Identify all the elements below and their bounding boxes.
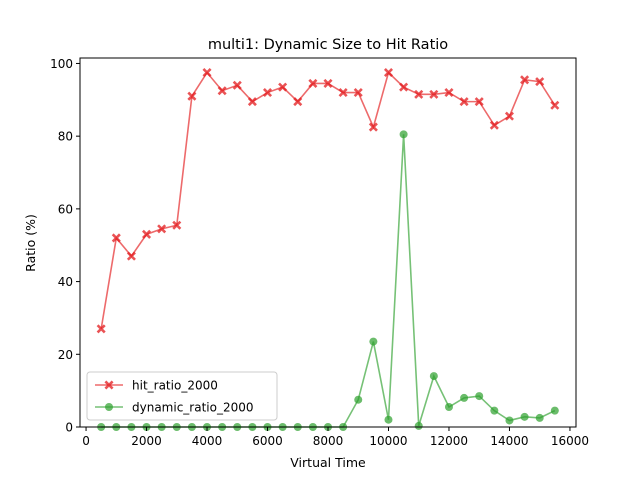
y-tick-label-60: 60 (58, 202, 73, 216)
data-point-hit_ratio_2000-8 (217, 86, 227, 96)
legend-marker-dynamic_ratio_2000 (105, 403, 113, 411)
legend-marker-hit_ratio_2000 (104, 380, 114, 390)
data-point-hit_ratio_2000-20 (399, 82, 409, 92)
data-point-hit_ratio_2000-23 (444, 88, 454, 98)
data-point-dynamic_ratio_2000-20 (399, 130, 408, 139)
data-point-hit_ratio_2000-5 (172, 220, 182, 230)
data-point-dynamic_ratio_2000-22 (429, 372, 438, 381)
y-tick-label-0: 0 (65, 421, 73, 435)
data-point-dynamic_ratio_2000-30 (550, 406, 559, 415)
data-point-dynamic_ratio_2000-23 (444, 403, 453, 412)
x-tick-label-4000: 4000 (192, 434, 223, 448)
x-tick-label-8000: 8000 (313, 434, 344, 448)
data-point-hit_ratio_2000-15 (323, 78, 333, 88)
data-point-hit_ratio_2000-14 (308, 78, 318, 88)
data-point-hit_ratio_2000-7 (202, 68, 212, 78)
data-point-dynamic_ratio_2000-19 (384, 415, 393, 424)
data-point-hit_ratio_2000-3 (142, 229, 152, 239)
data-point-hit_ratio_2000-24 (459, 97, 469, 107)
data-point-hit_ratio_2000-22 (429, 89, 439, 99)
data-point-hit_ratio_2000-10 (247, 97, 257, 107)
data-point-dynamic_ratio_2000-18 (369, 337, 378, 346)
legend-label-hit_ratio_2000: hit_ratio_2000 (132, 379, 218, 393)
x-tick-label-12000: 12000 (430, 434, 468, 448)
legend: hit_ratio_2000 dynamic_ratio_2000 (86, 371, 278, 421)
data-point-hit_ratio_2000-11 (262, 88, 273, 98)
data-point-hit_ratio_2000-12 (278, 82, 288, 92)
y-tick-label-20: 20 (58, 348, 73, 362)
data-point-hit_ratio_2000-21 (414, 89, 424, 99)
y-tick-label-80: 80 (58, 130, 73, 144)
data-point-hit_ratio_2000-4 (157, 224, 167, 234)
data-point-hit_ratio_2000-26 (489, 120, 499, 130)
data-point-hit_ratio_2000-0 (96, 324, 106, 334)
data-point-dynamic_ratio_2000-28 (520, 412, 529, 421)
data-point-dynamic_ratio_2000-24 (460, 393, 469, 402)
y-axis-label: Ratio (%) (23, 214, 38, 272)
data-point-hit_ratio_2000-13 (293, 97, 303, 107)
data-point-hit_ratio_2000-2 (126, 251, 136, 261)
data-point-hit_ratio_2000-1 (111, 233, 121, 243)
x-tick-label-16000: 16000 (551, 434, 589, 448)
data-point-dynamic_ratio_2000-27 (505, 416, 514, 425)
legend-box (86, 371, 278, 421)
data-point-dynamic_ratio_2000-26 (490, 406, 499, 415)
data-point-hit_ratio_2000-27 (504, 111, 514, 121)
x-axis-label: Virtual Time (290, 455, 366, 470)
data-point-hit_ratio_2000-29 (535, 77, 545, 87)
data-point-hit_ratio_2000-17 (353, 88, 363, 98)
data-point-dynamic_ratio_2000-29 (535, 413, 544, 422)
data-point-hit_ratio_2000-25 (474, 97, 484, 107)
data-point-hit_ratio_2000-9 (232, 80, 242, 90)
x-tick-label-0: 0 (82, 434, 90, 448)
x-tick-label-6000: 6000 (252, 434, 283, 448)
data-point-dynamic_ratio_2000-17 (354, 395, 363, 404)
data-point-hit_ratio_2000-19 (383, 68, 394, 78)
y-tick-label-100: 100 (50, 57, 73, 71)
chart-title: multi1: Dynamic Size to Hit Ratio (208, 37, 448, 53)
data-point-hit_ratio_2000-30 (550, 100, 560, 110)
data-point-hit_ratio_2000-16 (338, 88, 348, 98)
legend-label-dynamic_ratio_2000: dynamic_ratio_2000 (132, 401, 254, 415)
data-point-hit_ratio_2000-28 (520, 75, 530, 85)
y-tick-label-40: 40 (58, 275, 73, 289)
x-tick-label-2000: 2000 (131, 434, 162, 448)
x-tick-label-10000: 10000 (369, 434, 407, 448)
data-point-dynamic_ratio_2000-25 (475, 392, 484, 401)
data-point-dynamic_ratio_2000-21 (414, 421, 423, 430)
data-point-hit_ratio_2000-6 (187, 91, 197, 101)
x-tick-label-14000: 14000 (490, 434, 528, 448)
axes: 0 2000 4000 6000 8000 10000 12000 14000 16000 0 20… (50, 57, 589, 448)
data-point-hit_ratio_2000-18 (368, 122, 378, 132)
